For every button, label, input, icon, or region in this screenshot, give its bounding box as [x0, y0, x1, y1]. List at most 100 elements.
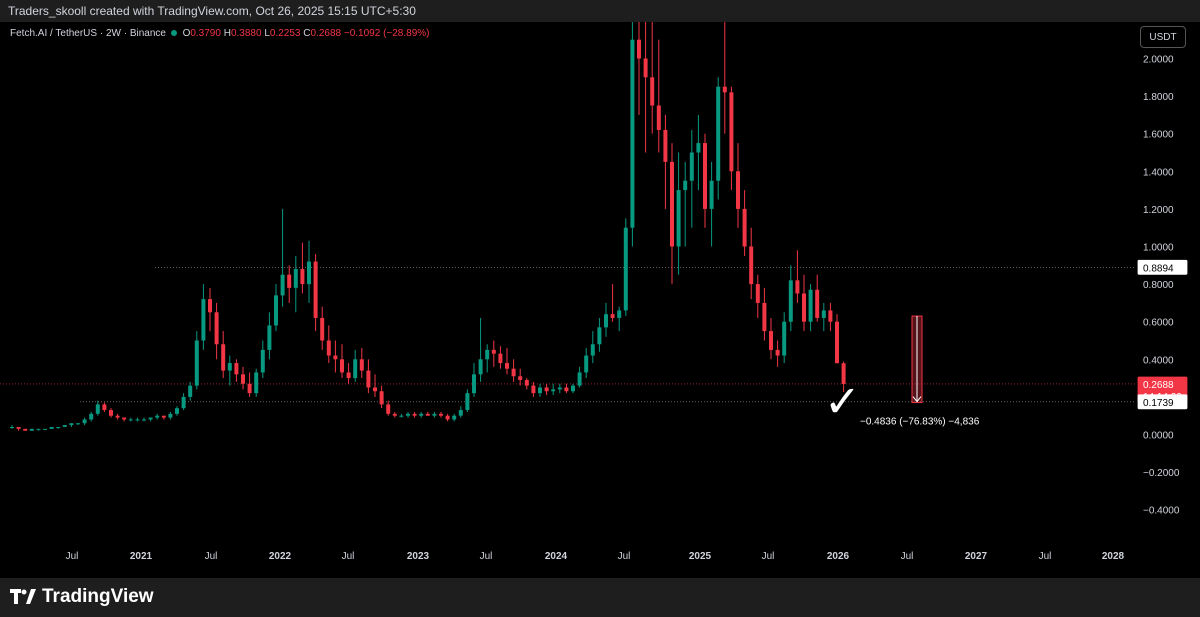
candle[interactable]	[161, 415, 166, 420]
candle[interactable]	[716, 77, 721, 200]
candle[interactable]	[544, 383, 549, 396]
candle[interactable]	[142, 417, 146, 422]
candle[interactable]	[769, 317, 773, 360]
candle[interactable]	[333, 340, 338, 373]
candle[interactable]	[188, 381, 193, 401]
candle[interactable]	[524, 378, 529, 390]
candle[interactable]	[802, 274, 806, 332]
candle[interactable]	[274, 284, 278, 332]
candle[interactable]	[795, 250, 800, 303]
candle[interactable]	[557, 383, 562, 394]
candle[interactable]	[201, 284, 206, 350]
candle[interactable]	[62, 425, 67, 427]
candle[interactable]	[452, 413, 457, 422]
candle[interactable]	[23, 428, 28, 431]
candle[interactable]	[577, 366, 582, 388]
candle[interactable]	[703, 133, 707, 228]
candle[interactable]	[458, 406, 463, 418]
candle[interactable]	[650, 22, 655, 134]
candle[interactable]	[399, 413, 404, 418]
candle[interactable]	[597, 317, 602, 352]
candle[interactable]	[260, 340, 265, 379]
candle[interactable]	[749, 227, 754, 300]
candle[interactable]	[722, 22, 727, 134]
candle[interactable]	[676, 152, 681, 275]
candle[interactable]	[775, 340, 780, 367]
candle[interactable]	[373, 374, 377, 397]
candle[interactable]	[623, 218, 628, 317]
chart-area[interactable]: Fetch.AI / TetherUS · 2W · Binance O0.37…	[0, 22, 1200, 578]
candle[interactable]	[788, 265, 793, 332]
line-price-label[interactable]	[1137, 259, 1188, 275]
candle[interactable]	[221, 331, 226, 379]
candle[interactable]	[604, 302, 608, 337]
candle[interactable]	[425, 411, 430, 416]
candle[interactable]	[643, 22, 648, 153]
candle[interactable]	[762, 287, 767, 341]
candle[interactable]	[128, 417, 133, 422]
candle[interactable]	[742, 190, 747, 256]
candle[interactable]	[637, 22, 641, 115]
candle[interactable]	[287, 265, 292, 303]
line-price-label[interactable]	[1137, 394, 1188, 410]
candle[interactable]	[808, 284, 813, 332]
candle[interactable]	[386, 400, 391, 416]
candle[interactable]	[326, 325, 331, 364]
tradingview-logo[interactable]: TradingView	[10, 586, 154, 608]
candle[interactable]	[828, 302, 833, 332]
candle[interactable]	[755, 274, 760, 318]
candle[interactable]	[670, 143, 674, 285]
candle[interactable]	[109, 408, 113, 418]
candle[interactable]	[29, 428, 34, 431]
candle[interactable]	[36, 428, 41, 431]
candle[interactable]	[815, 274, 820, 322]
candle[interactable]	[696, 114, 701, 191]
candle[interactable]	[76, 423, 80, 426]
candle[interactable]	[208, 287, 212, 332]
candle[interactable]	[498, 346, 503, 369]
candle[interactable]	[406, 411, 410, 418]
candle[interactable]	[168, 411, 173, 420]
candle[interactable]	[307, 240, 311, 303]
candle[interactable]	[564, 383, 569, 394]
candle[interactable]	[419, 411, 424, 418]
candle[interactable]	[584, 348, 589, 379]
candle[interactable]	[359, 348, 364, 379]
candle[interactable]	[10, 425, 14, 429]
candle[interactable]	[241, 366, 245, 390]
candle[interactable]	[571, 383, 575, 394]
candle[interactable]	[254, 368, 259, 397]
candle[interactable]	[511, 359, 516, 382]
candle[interactable]	[234, 359, 239, 382]
candle[interactable]	[194, 331, 199, 390]
candle[interactable]	[656, 39, 661, 153]
candle[interactable]	[214, 302, 219, 360]
candle[interactable]	[227, 355, 232, 386]
candle[interactable]	[300, 242, 305, 294]
candle[interactable]	[102, 402, 107, 412]
candle[interactable]	[551, 383, 556, 396]
candlestick-chart[interactable]: −0.4836 (−76.83%) −4,836✓ 2.0000 1.8000 1.…	[0, 22, 1200, 578]
candle[interactable]	[663, 114, 668, 209]
candle[interactable]	[379, 385, 384, 409]
candle[interactable]	[782, 312, 787, 364]
candle[interactable]	[293, 255, 298, 313]
candle[interactable]	[505, 348, 509, 375]
candle[interactable]	[43, 428, 47, 430]
candle[interactable]	[630, 22, 635, 247]
candle[interactable]	[320, 306, 325, 350]
candle[interactable]	[366, 359, 371, 394]
candle[interactable]	[432, 411, 437, 418]
candle[interactable]	[82, 417, 87, 426]
candle[interactable]	[412, 411, 417, 418]
candle[interactable]	[465, 389, 470, 412]
candle[interactable]	[148, 417, 153, 422]
candle[interactable]	[841, 361, 846, 393]
candle[interactable]	[95, 400, 100, 416]
candle[interactable]	[49, 426, 54, 429]
candle[interactable]	[590, 331, 595, 364]
candle[interactable]	[115, 413, 120, 420]
candle[interactable]	[346, 363, 351, 384]
candle[interactable]	[135, 417, 140, 422]
symbol-name[interactable]: Fetch.AI / TetherUS · 2W · Binance	[10, 28, 166, 39]
